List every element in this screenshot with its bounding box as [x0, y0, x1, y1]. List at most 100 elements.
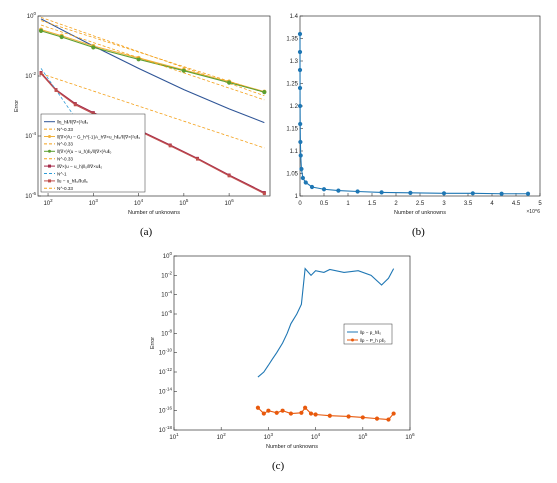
- y-tick-label: 1.2: [290, 104, 299, 110]
- x-tick-label: 105: [358, 432, 368, 441]
- y-tick-label: 10-2: [161, 270, 172, 279]
- x-tick-label: 2.5: [416, 201, 425, 207]
- x-tick-label: 4.5: [512, 201, 521, 207]
- y-tick-label: 10-16: [159, 406, 173, 415]
- x-tick-label: 102: [43, 198, 53, 207]
- data-point: [298, 139, 303, 145]
- legend-marker: [48, 164, 51, 168]
- y-tick-label: 1.3: [290, 59, 299, 65]
- x-tick-label: 2: [394, 201, 398, 207]
- legend-marker: [48, 135, 51, 138]
- data-point: [255, 405, 261, 410]
- y-tick-label: 1.4: [290, 14, 299, 20]
- legend-label: N^-0.33: [57, 127, 73, 132]
- x-tick-label: 1.5: [368, 201, 377, 207]
- legend-box: [40, 113, 146, 193]
- data-point: [470, 191, 475, 196]
- series-line-0: [257, 267, 395, 378]
- x-tick-label: 5: [538, 201, 542, 207]
- chart-a: 102 103 104 105 106 10-6 10-4 10-2 100 Number of …: [14, 11, 271, 216]
- x-multiplier: ×10^6: [526, 209, 540, 215]
- data-point: [297, 49, 303, 55]
- series-line-3: [40, 20, 265, 93]
- y-tick-label: 100: [27, 11, 37, 20]
- data-point: [336, 188, 341, 193]
- data-point: [346, 414, 351, 419]
- y-axis-label: Error: [150, 337, 156, 349]
- data-point: [300, 175, 305, 181]
- y-tick-label: 10-4: [161, 290, 172, 299]
- data-point: [408, 190, 413, 195]
- legend-marker: [48, 149, 51, 153]
- y-tick-label: 1.35: [286, 37, 298, 43]
- chart-b: 0 0.5 1 1.5 2 2.5 3 3.5 4 4.5 5 1 1.05 1.1 1.15 1.2 1.25…: [286, 14, 542, 216]
- data-point: [59, 34, 64, 40]
- data-point: [525, 191, 531, 196]
- y-tick-label: 10-6: [25, 191, 36, 200]
- x-tick-label: 104: [134, 198, 144, 207]
- y-tick-label: 10-18: [159, 425, 173, 434]
- caption-a: (a): [140, 226, 153, 238]
- y-tick-label: 1.15: [286, 127, 298, 133]
- legend-label: N^-0.33: [57, 157, 73, 162]
- data-point: [39, 72, 43, 76]
- panel-c: 101 102 103 104 105 106 100 10-2 10-4 10-6 10-8 10-…: [140, 248, 420, 454]
- y-tick-label: 1.25: [286, 82, 298, 88]
- data-point: [313, 412, 318, 417]
- x-tick-label: 106: [405, 432, 415, 441]
- x-tick-label: 106: [225, 198, 235, 207]
- x-tick-label: 4: [490, 201, 494, 207]
- y-tick-label: 10-8: [161, 328, 172, 337]
- x-tick-label: 3: [442, 201, 446, 207]
- data-point: [386, 417, 391, 422]
- legend-label: ‖(∇×)²u − G_h^{-1}A_h∇×u_h‖₀/‖(∇×)²u‖₀: [57, 134, 140, 139]
- legend-box: [343, 323, 393, 345]
- data-point: [73, 103, 77, 107]
- data-point: [308, 411, 314, 416]
- data-point: [274, 410, 279, 415]
- data-point: [227, 174, 231, 178]
- y-tick-label: 100: [163, 251, 173, 260]
- data-point: [297, 31, 303, 37]
- y-tick-label: 10-14: [159, 386, 173, 395]
- data-point: [136, 57, 141, 62]
- data-point: [261, 411, 266, 416]
- series-line-7: [40, 68, 116, 176]
- legend-label: ‖∇×(u − u_h)‖₀/‖∇×u‖₀: [57, 164, 102, 169]
- data-point: [298, 153, 303, 158]
- legend-label: N^-0.33: [57, 186, 73, 191]
- x-tick-label: 101: [169, 432, 179, 441]
- x-tick-label: 103: [264, 432, 274, 441]
- data-point: [391, 411, 396, 416]
- x-tick-label: 103: [89, 198, 99, 207]
- x-axis-label: Number of unknowns: [266, 444, 318, 450]
- data-point: [262, 90, 267, 95]
- panel-b: 0 0.5 1 1.5 2 2.5 3 3.5 4 4.5 5 1 1.05 1.1 1.15 1.2 1.25…: [282, 8, 552, 220]
- y-tick-label: 10-2: [25, 71, 36, 80]
- x-tick-label: 0: [298, 201, 302, 207]
- data-point: [54, 88, 58, 92]
- panel-a: 102 103 104 105 106 10-6 10-4 10-2 100 Number of …: [8, 8, 280, 220]
- data-point: [262, 192, 266, 196]
- x-tick-label: 105: [179, 198, 189, 207]
- legend-label: N^-1: [57, 171, 67, 176]
- legend-label: ‖p − P_h p‖₀: [360, 338, 386, 343]
- data-point: [321, 187, 327, 192]
- legend-label: N^-0.33: [57, 142, 73, 147]
- data-point: [299, 410, 304, 415]
- y-tick-label: 1: [295, 194, 299, 200]
- data-point: [360, 415, 365, 420]
- data-point: [297, 67, 303, 73]
- x-tick-label: 104: [311, 432, 321, 441]
- legend-marker: [351, 338, 354, 342]
- x-axis-label: Number of unknowns: [128, 210, 180, 216]
- data-point: [309, 184, 315, 190]
- y-tick-label: 1.05: [286, 172, 298, 178]
- data-point: [280, 408, 285, 413]
- data-point: [288, 411, 294, 416]
- x-axis-label: Number of unknowns: [394, 210, 446, 216]
- chart-c: 101 102 103 104 105 106 100 10-2 10-4 10-6 10-8 10-…: [150, 251, 415, 450]
- x-tick-label: 1: [346, 201, 350, 207]
- x-tick-label: 102: [217, 432, 227, 441]
- legend-label: ‖p − p_h‖₀: [360, 330, 381, 335]
